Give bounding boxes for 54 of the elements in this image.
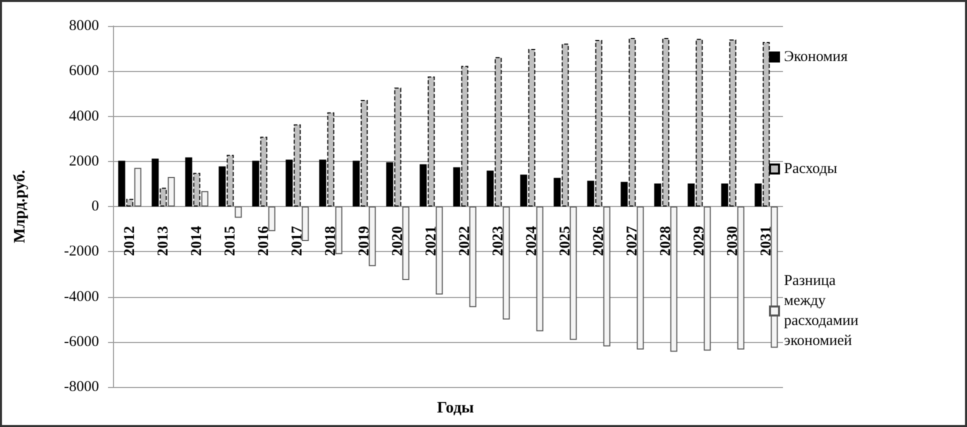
x-tick-label: 2014 [188,226,205,256]
x-tick-label: 2015 [222,226,238,256]
x-tick-label: 2031 [758,226,774,256]
bar [335,206,342,254]
y-tick-label: 8000 [69,18,99,34]
x-tick-label: 2029 [691,226,708,256]
y-tick-label: 2000 [69,153,99,170]
x-tick-label: 2024 [524,226,540,256]
legend-label: Экономия [784,49,848,65]
bar [436,206,443,294]
bar [636,206,644,350]
bar [134,168,142,206]
bar [704,206,711,351]
legend-label: Разница между расходамии экономией [784,273,862,349]
y-axis-title: Млрд.руб. [12,170,28,244]
bar [201,191,208,206]
bar [368,206,376,266]
x-tick-label: 2022 [456,226,473,256]
x-tick-label: 2017 [289,226,306,256]
x-tick-label: 2025 [557,226,574,256]
y-tick-label: 0 [92,198,99,214]
bar [570,206,577,340]
x-tick-label: 2020 [390,226,406,256]
x-tick-label: 2013 [155,226,172,256]
x-axis-title: Годы [437,400,474,416]
bar [536,206,544,332]
y-tick-label: 6000 [69,63,99,80]
bar [770,206,778,348]
y-tick-label: -6000 [64,334,99,350]
bar [402,206,410,280]
y-tick-label: -2000 [64,244,99,260]
x-tick-label: 2016 [256,226,272,256]
bar [302,206,309,242]
x-tick-label: 2019 [356,226,372,256]
x-tick-label: 2012 [122,226,138,256]
x-tick-label: 2027 [624,226,640,256]
x-tick-label: 2028 [658,226,674,256]
y-tick-label: -8000 [64,379,99,395]
bar [670,206,678,352]
bar [737,206,744,350]
bar [502,206,510,320]
x-tick-label: 2023 [490,226,506,256]
y-tick-label: 4000 [69,108,99,124]
bar [168,176,175,206]
x-tick-label: 2018 [322,226,339,256]
bar [234,206,242,218]
legend-label: Расходы [784,161,838,177]
bar [469,206,476,308]
x-tick-label: 2021 [423,226,440,256]
x-tick-label: 2026 [590,226,607,256]
bar [268,206,276,232]
y-tick-label: -4000 [64,288,99,305]
bar [603,206,610,346]
x-tick-label: 2030 [724,226,741,256]
